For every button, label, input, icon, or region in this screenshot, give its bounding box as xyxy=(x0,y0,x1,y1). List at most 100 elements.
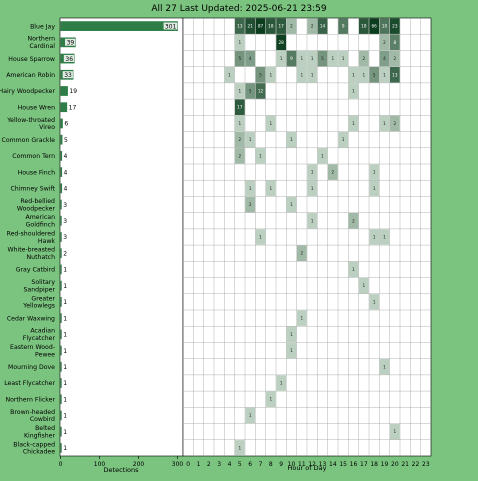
heatmap-cell-value: 2 xyxy=(290,24,293,29)
heatmap-cell-value: 1 xyxy=(373,170,376,175)
heatmap-cell xyxy=(307,66,318,83)
species-label: Eastern Wood- xyxy=(10,344,55,351)
bar-value-label: 3 xyxy=(63,218,67,225)
bar-value-bg xyxy=(62,363,69,371)
hour-tick-label: 10 xyxy=(288,461,296,468)
heatmap-cell-value: 5 xyxy=(321,56,324,61)
heatmap-cell-value: 1 xyxy=(249,186,252,191)
heatmap-cell xyxy=(307,180,318,197)
bar-value-bg xyxy=(62,184,70,192)
bar-value-bg xyxy=(62,444,69,452)
heatmap-cell xyxy=(245,50,256,67)
heatmap-cell-value: 1 xyxy=(238,40,241,45)
bar-value-bg xyxy=(62,233,69,241)
heatmap-cell-value: 66 xyxy=(371,24,377,29)
heatmap-cell xyxy=(358,277,369,294)
heatmap-cell-value: 2 xyxy=(331,170,334,175)
heatmap-cell xyxy=(245,196,256,213)
bar-value-label: 33 xyxy=(64,72,72,79)
heatmap-cell-value: 2 xyxy=(383,40,386,45)
bar-value-label: 17 xyxy=(69,104,77,111)
bar-value-label: 4 xyxy=(64,153,68,160)
heatmap-cell xyxy=(307,18,318,34)
species-label: Cedar Waxwing xyxy=(7,315,55,322)
heatmap-cell xyxy=(265,18,276,34)
hour-tick-label: 3 xyxy=(217,461,221,468)
species-label: Mourning Dove xyxy=(8,364,55,371)
heatmap-cell xyxy=(296,245,307,262)
bar-value-label: 1 xyxy=(63,267,67,274)
heatmap-cell-value: 1 xyxy=(249,137,252,142)
detection-bar xyxy=(60,232,62,242)
detection-bar xyxy=(60,394,62,405)
heatmap-cell xyxy=(245,407,256,424)
heatmap-cell xyxy=(327,50,338,67)
heatmap-cell xyxy=(379,50,390,67)
heatmap-cell-value: 2 xyxy=(352,218,355,223)
hour-tick-label: 11 xyxy=(298,461,306,468)
heatmap-cell-value: 9 xyxy=(342,24,345,29)
species-label: Red-bellied xyxy=(20,198,55,205)
heatmap-cell-value: 4 xyxy=(383,56,386,61)
species-label: Hairy Woodpecker xyxy=(0,88,55,95)
bar-value-bg xyxy=(62,314,69,322)
heatmap-cell-value: 1 xyxy=(238,121,241,126)
heatmap-cell xyxy=(348,212,359,229)
bar-value-label: 1 xyxy=(63,445,67,452)
heatmap-cell-value: 1 xyxy=(290,202,293,207)
heatmap-cell-value: 1 xyxy=(311,72,314,77)
heatmap-cell-value: 13 xyxy=(392,72,398,77)
bar-value-label: 4 xyxy=(64,186,68,193)
species-label: Common Tern xyxy=(12,153,55,160)
heatmap-cell xyxy=(234,34,245,51)
heatmap-cell xyxy=(369,294,380,310)
hour-tick-label: 8 xyxy=(269,461,273,468)
heatmap-cell-value: 21 xyxy=(247,24,253,29)
bar-value-bg xyxy=(68,87,79,95)
heatmap-cell-value: 5 xyxy=(249,89,252,94)
heatmap-cell-value: 1 xyxy=(269,72,272,77)
heatmap-cell xyxy=(389,18,400,34)
species-label: Gray Catbird xyxy=(16,267,55,274)
hour-tick-label: 6 xyxy=(248,461,252,468)
heatmap-cell-value: 1 xyxy=(383,364,386,369)
species-label: Common Grackle xyxy=(2,137,56,144)
bar-value-bg xyxy=(63,119,70,127)
bar-value-label: 5 xyxy=(64,137,68,144)
hour-tick-label: 13 xyxy=(319,461,327,468)
heatmap-cell xyxy=(379,115,390,132)
species-label: Yellowlegs xyxy=(22,303,55,310)
heatmap-cell xyxy=(245,131,256,148)
hour-tick-label: 14 xyxy=(329,461,337,468)
heatmap-cell xyxy=(286,196,297,213)
heatmap-cell xyxy=(327,164,338,180)
bar-value-bg xyxy=(62,411,69,419)
bar-value-bg xyxy=(163,22,178,30)
heatmap-cell-value: 1 xyxy=(352,121,355,126)
heatmap-cell xyxy=(296,50,307,67)
heatmap-cell-value: 10 xyxy=(382,24,388,29)
heatmap-cell-value: 2 xyxy=(300,251,303,256)
bar-value-bg xyxy=(62,200,69,208)
heatmap-cell-value: 1 xyxy=(352,89,355,94)
heatmap-cell-value: 5 xyxy=(373,72,376,77)
hour-tick-label: 20 xyxy=(391,461,399,468)
bar-value-bg xyxy=(67,103,78,111)
bar-value-label: 1 xyxy=(63,364,67,371)
heatmap-cell-value: 1 xyxy=(383,235,386,240)
hour-tick-label: 1 xyxy=(197,461,201,468)
heatmap-cell-value: 2 xyxy=(362,56,365,61)
detection-bar xyxy=(60,280,62,291)
bar-value-label: 1 xyxy=(63,348,67,355)
heatmap-cell xyxy=(234,83,245,99)
heatmap-cell xyxy=(265,391,276,408)
heatmap-cell-value: 2 xyxy=(238,153,241,158)
detection-bar xyxy=(60,199,62,210)
heatmap-cell-value: 1 xyxy=(342,137,345,142)
heatmap-cell xyxy=(255,229,266,245)
heatmap-cell xyxy=(224,66,235,83)
species-label: House Wren xyxy=(18,104,55,111)
species-label: Greater xyxy=(31,295,55,302)
